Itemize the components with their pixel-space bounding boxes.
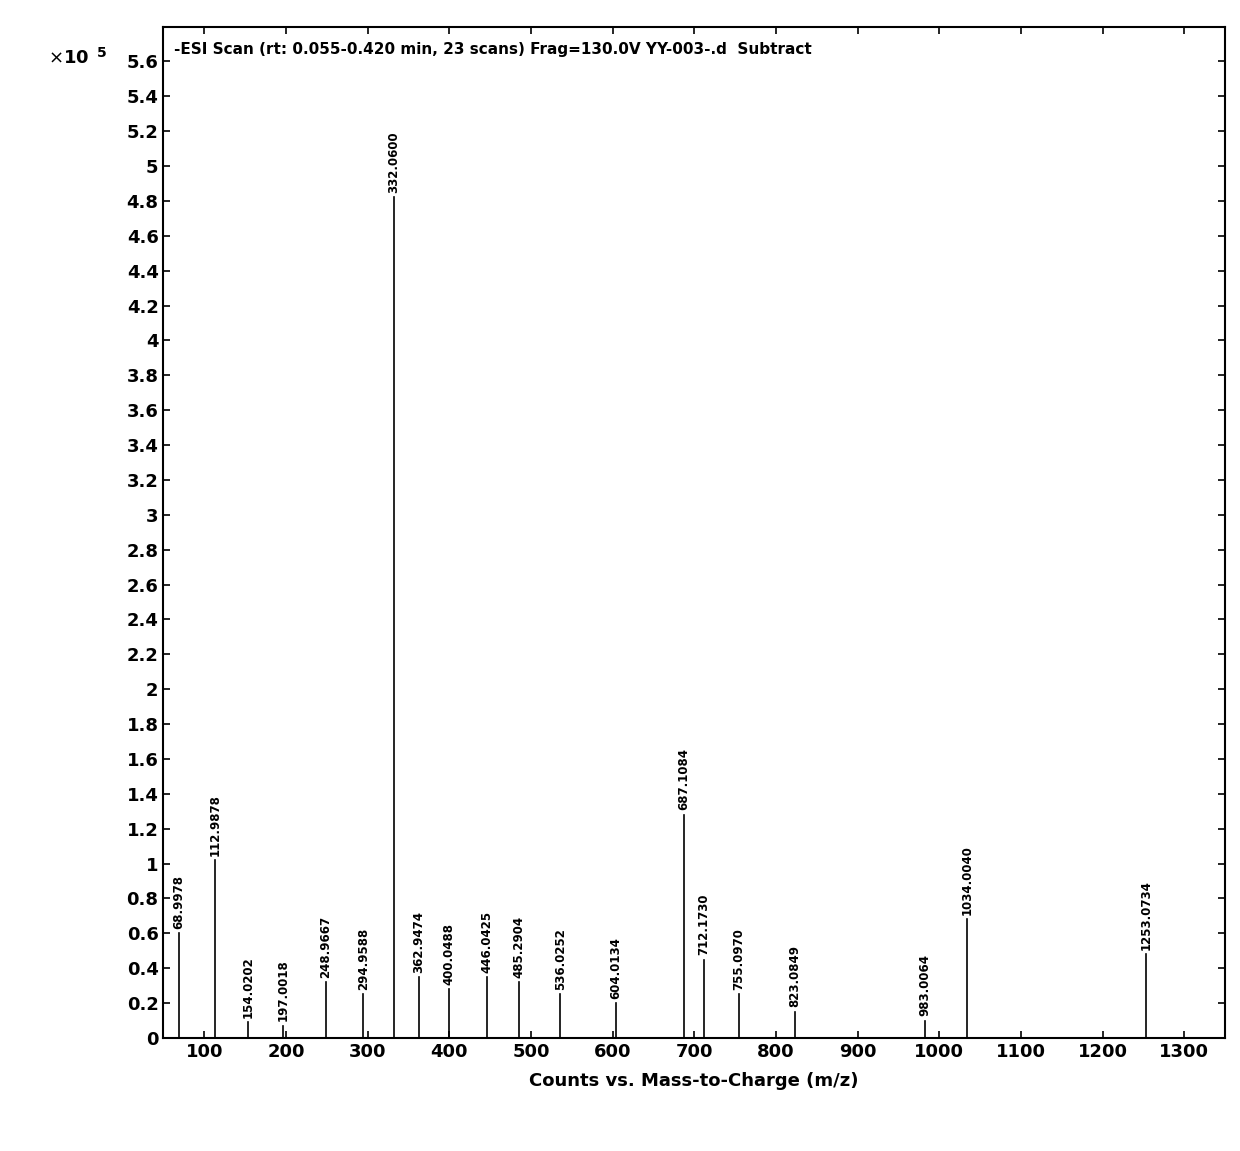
Text: 332.0600: 332.0600: [387, 131, 401, 193]
Text: 248.9667: 248.9667: [320, 916, 332, 978]
Text: -ESI Scan (rt: 0.055-0.420 min, 23 scans) Frag=130.0V YY-003-.d  Subtract: -ESI Scan (rt: 0.055-0.420 min, 23 scans…: [174, 41, 812, 56]
Text: 362.9474: 362.9474: [413, 910, 425, 973]
Text: 712.1730: 712.1730: [698, 893, 711, 955]
Text: 687.1084: 687.1084: [677, 748, 691, 810]
Text: 446.0425: 446.0425: [480, 910, 494, 973]
Text: 68.9978: 68.9978: [172, 875, 186, 929]
Text: 536.0252: 536.0252: [554, 928, 567, 990]
Text: 5: 5: [97, 46, 107, 60]
Text: 112.9878: 112.9878: [208, 794, 222, 855]
Text: 400.0488: 400.0488: [443, 923, 456, 985]
Text: 823.0849: 823.0849: [789, 945, 801, 1007]
Text: 983.0064: 983.0064: [919, 954, 931, 1016]
Text: 1034.0040: 1034.0040: [961, 845, 973, 915]
Text: 154.0202: 154.0202: [242, 956, 255, 1017]
Text: 1253.0734: 1253.0734: [1140, 881, 1152, 950]
Text: $\times$10: $\times$10: [47, 48, 89, 67]
Text: 485.2904: 485.2904: [512, 916, 526, 978]
Text: 755.0970: 755.0970: [733, 928, 745, 990]
Text: 294.9588: 294.9588: [357, 928, 370, 990]
X-axis label: Counts vs. Mass-to-Charge (m/z): Counts vs. Mass-to-Charge (m/z): [529, 1072, 859, 1090]
Text: 604.0134: 604.0134: [609, 937, 622, 999]
Text: 197.0018: 197.0018: [277, 960, 290, 1021]
